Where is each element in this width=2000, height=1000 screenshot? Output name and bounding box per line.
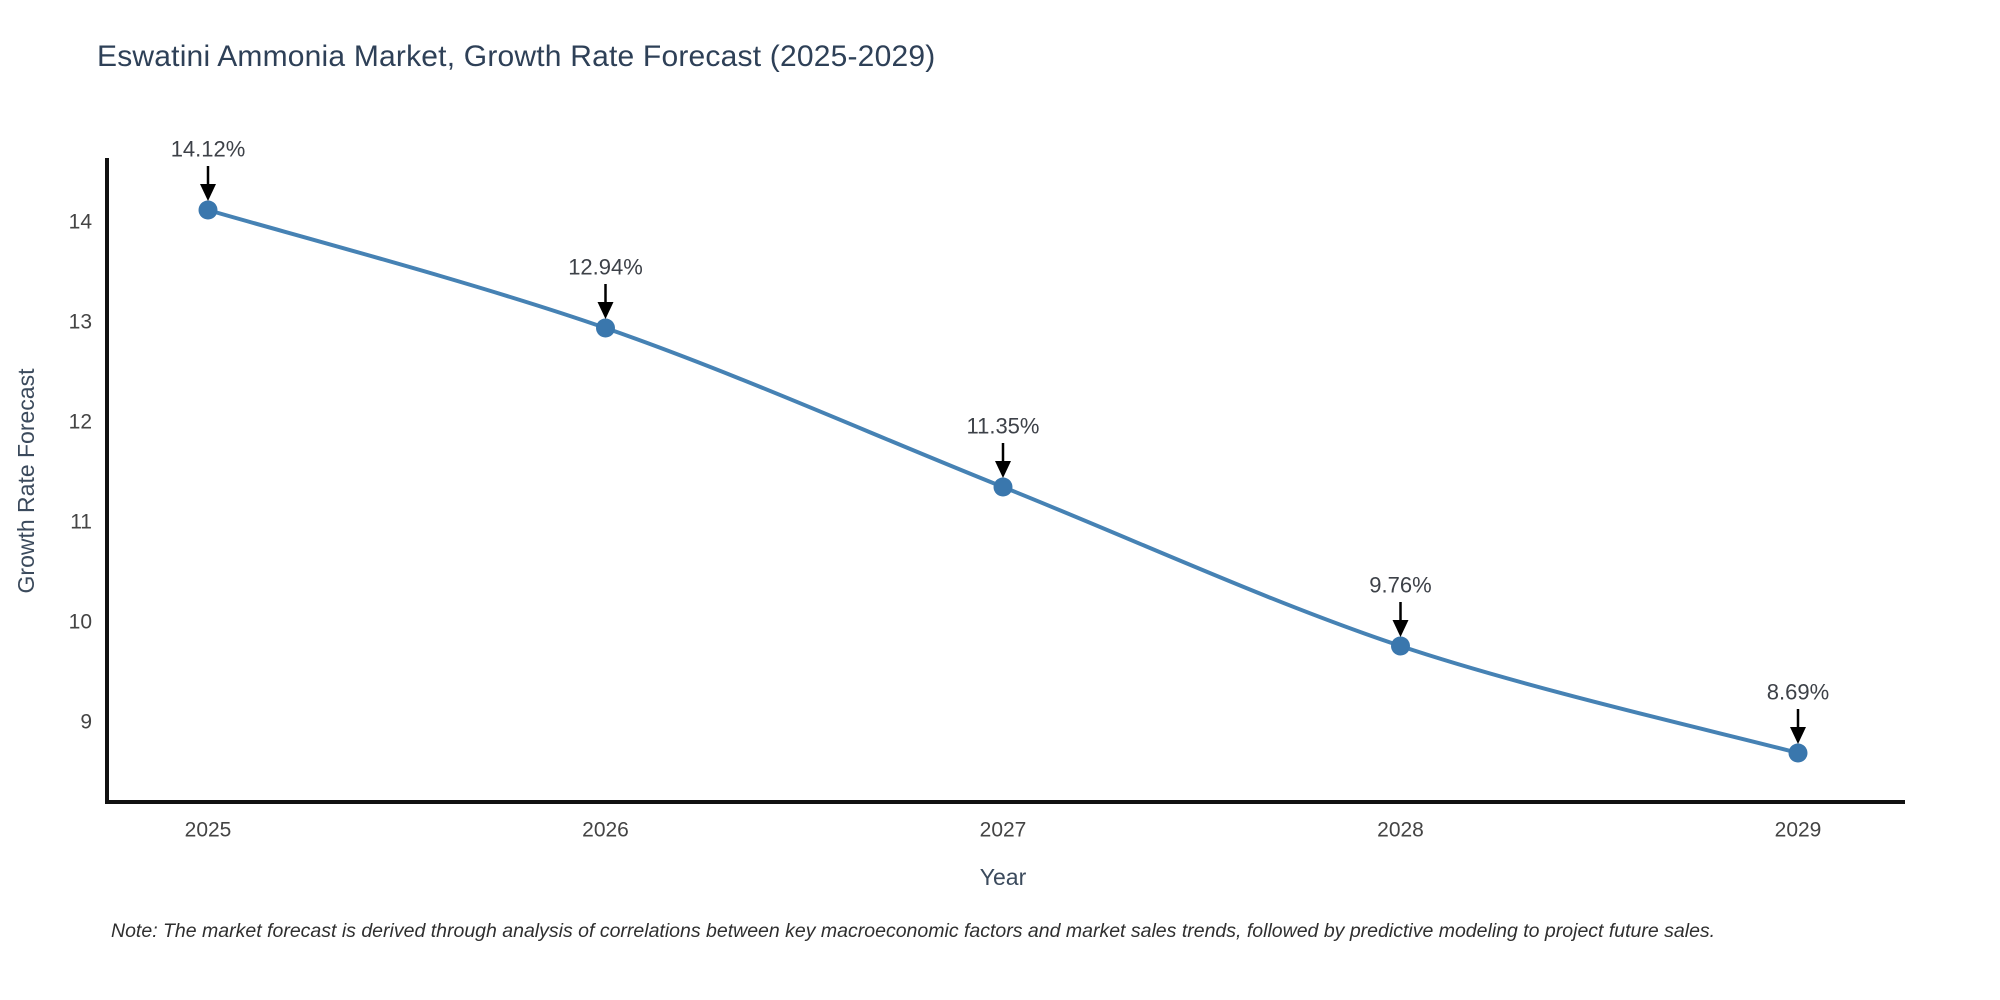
data-point-marker [1788,743,1808,763]
data-point-marker [596,318,615,338]
annotation-arrow-head [597,302,614,319]
y-tick-label: 9 [80,711,92,734]
data-point-marker [1391,636,1410,656]
y-tick-label: 14 [69,211,93,234]
data-point-marker [198,200,218,220]
y-tick-label: 13 [69,311,92,334]
annotation-arrow-head [995,461,1011,478]
annotation-arrow-head [1790,727,1806,744]
annotation-arrow-head [200,184,216,201]
data-point-label: 9.76% [1369,573,1431,598]
data-point-label: 8.69% [1767,680,1829,705]
y-tick-label: 11 [70,511,92,534]
y-axis-title: Growth Rate Forecast [13,368,39,594]
x-tick-label: 2026 [582,819,629,842]
x-tick-label: 2027 [980,819,1027,842]
annotation-arrow-head [1392,620,1409,637]
x-tick-label: 2029 [1775,819,1822,842]
y-tick-label: 12 [69,411,92,434]
data-point-label: 11.35% [967,414,1040,439]
data-point-label: 12.94% [568,255,643,280]
data-point-marker [993,477,1013,497]
chart-footnote: Note: The market forecast is derived thr… [111,920,1716,942]
y-tick-label: 10 [69,611,92,634]
x-axis-title: Year [980,864,1027,890]
x-tick-label: 2025 [185,819,232,842]
x-tick-label: 2028 [1377,819,1424,842]
chart-title: Eswatini Ammonia Market, Growth Rate For… [97,40,936,73]
data-point-label: 14.12% [171,137,246,162]
